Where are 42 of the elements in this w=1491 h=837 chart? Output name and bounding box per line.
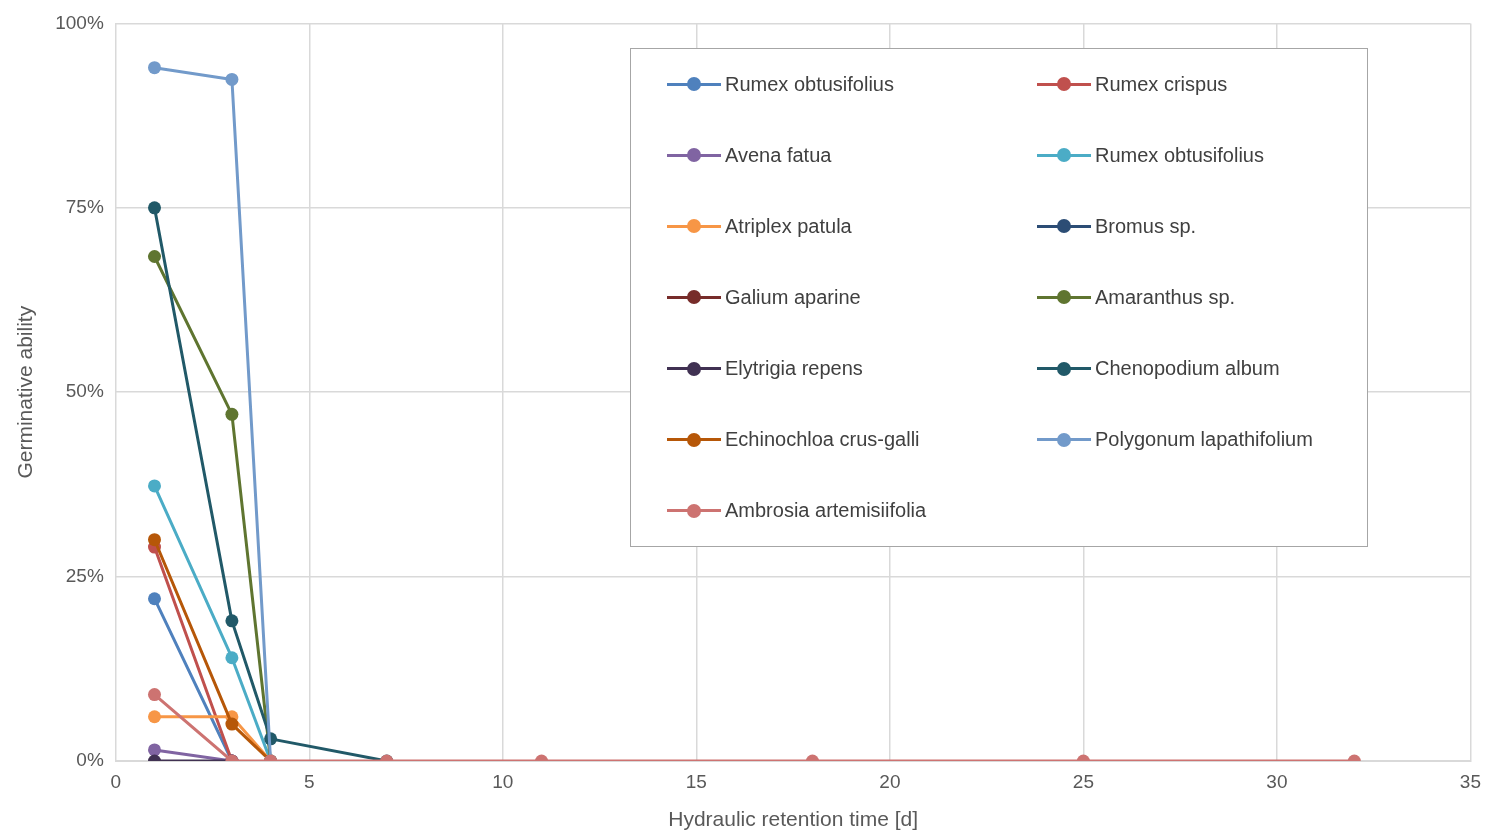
y-tick-label: 0%: [76, 749, 104, 771]
legend-label: Rumex crispus: [1095, 72, 1228, 96]
point: [148, 533, 161, 547]
legend-label: Avena fatua: [725, 143, 832, 167]
point: [148, 710, 161, 724]
x-tick-label: 15: [685, 770, 707, 792]
legend-label: Ambrosia artemisiifolia: [725, 499, 927, 523]
point: [225, 651, 239, 665]
point: [148, 688, 161, 702]
legend-label: Chenopodium album: [1095, 357, 1280, 381]
legend-label: Bromus sp.: [1095, 214, 1197, 238]
legend-label: Amaranthus sp.: [1095, 285, 1236, 309]
x-tick-label: 0: [110, 770, 122, 792]
point: [225, 72, 239, 86]
y-tick-label: 25%: [65, 564, 104, 586]
x-axis-title: Hydraulic retention time [d]: [668, 807, 918, 831]
x-tick-label: 20: [879, 770, 901, 792]
x-tick-label: 30: [1266, 770, 1288, 792]
y-tick-label: 100%: [55, 11, 104, 33]
point: [148, 201, 161, 215]
y-tick-label: 75%: [65, 196, 104, 218]
legend-label: Rumex obtusifolius: [725, 72, 894, 96]
legend-label: Polygonum lapathifolium: [1095, 428, 1313, 452]
legend-label: Rumex obtusifolius: [1095, 143, 1264, 167]
legend-label: Elytrigia repens: [725, 357, 863, 381]
legend-label: Atriplex patula: [725, 214, 852, 238]
point: [148, 743, 161, 757]
x-tick-label: 10: [492, 770, 514, 792]
point: [148, 479, 161, 493]
x-tick-label: 25: [1072, 770, 1094, 792]
legend-label: Echinochloa crus-galli: [725, 428, 920, 452]
y-tick-label: 50%: [65, 380, 104, 402]
point: [148, 592, 161, 606]
x-tick-label: 5: [304, 770, 315, 792]
point: [148, 249, 161, 263]
legend-label: Galium aparine: [725, 285, 861, 309]
point: [225, 407, 239, 421]
point: [225, 614, 239, 628]
point: [225, 717, 239, 731]
point: [148, 61, 161, 75]
x-tick-label: 35: [1459, 770, 1481, 792]
y-axis-title: Germinative ability: [13, 305, 37, 479]
